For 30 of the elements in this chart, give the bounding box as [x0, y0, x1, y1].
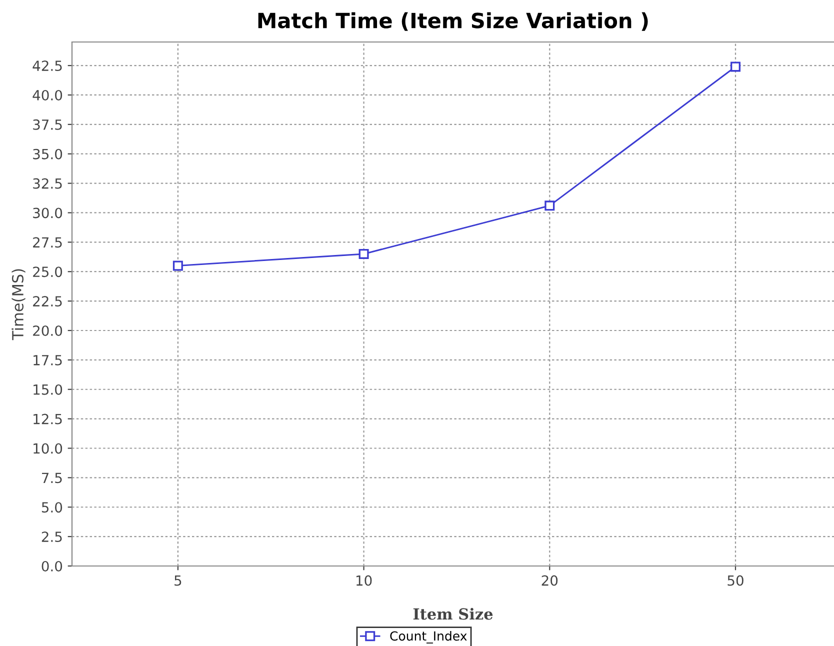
y-tick-label: 7.5: [42, 472, 62, 484]
y-tick-label: 15.0: [34, 384, 62, 395]
y-tick-label: 22.5: [33, 296, 62, 307]
y-tick-label: 20.0: [33, 325, 62, 336]
y-tick-label: 10.0: [34, 443, 62, 454]
y-tick-label: 25.0: [33, 266, 62, 278]
x-axis-title: Item Size: [413, 608, 493, 620]
point: [544, 200, 555, 211]
x-tick-label: 20: [542, 575, 558, 586]
y-tick-label: 27.5: [33, 237, 62, 248]
x-tick-label: 50: [728, 575, 744, 586]
y-tick-label: 0.0: [42, 560, 62, 572]
legend-label: Count_Index: [390, 631, 467, 644]
y-axis-title: Time(MS): [12, 269, 26, 340]
y-tick-label: 42.5: [32, 60, 62, 72]
y-tick-label: 37.5: [33, 119, 62, 130]
y-tick-label: 12.5: [34, 414, 62, 424]
point: [358, 248, 369, 259]
point: [172, 260, 183, 271]
chart-title: Match Time (Item Size Variation ): [258, 12, 648, 31]
y-tick-label: 35.0: [33, 148, 62, 160]
y-tick-label: 2.5: [42, 532, 62, 542]
x-tick-label: 5: [174, 575, 182, 586]
y-tick-label: 5.0: [42, 502, 62, 513]
y-tick-label: 30.0: [33, 208, 62, 218]
y-tick-label: 17.5: [34, 355, 62, 366]
y-tick-label: 32.5: [33, 178, 62, 189]
x-tick-label: 10: [356, 575, 372, 586]
y-tick-label: 40.0: [32, 90, 62, 100]
point: [730, 62, 740, 72]
